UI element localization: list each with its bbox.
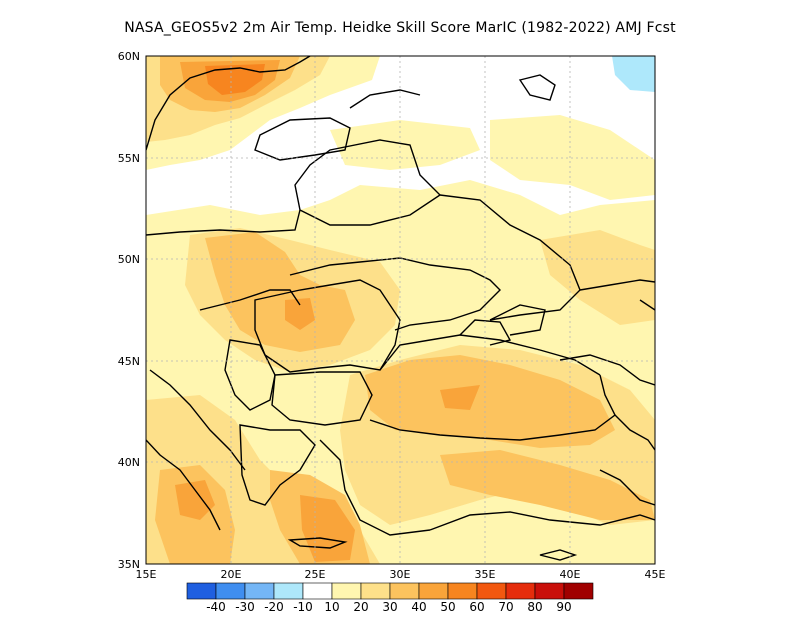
plot-frame	[145, 55, 656, 565]
lat-tick-label: 60N	[118, 50, 140, 63]
shade-40-italy	[175, 480, 215, 520]
border-sea-of-azov	[489, 304, 546, 336]
lat-tick-label: 45N	[118, 355, 140, 368]
shade-40-aegean	[300, 495, 355, 562]
shade-neg10-northeast	[612, 56, 655, 92]
map-title: NASA_GEOS5v2 2m Air Temp. Heidke Skill S…	[124, 20, 676, 36]
colorbar-swatch	[360, 582, 391, 600]
lon-tick-label: 20E	[221, 568, 242, 581]
colorbar-label: 20	[353, 600, 368, 614]
shade-10-north	[330, 120, 480, 170]
border-ukraine-russia	[439, 194, 581, 321]
lon-axis: 15E 20E 25E 30E 35E 40E 45E	[136, 568, 666, 581]
border-lake-onega	[518, 74, 556, 101]
lat-tick-label: 35N	[118, 558, 140, 571]
colorbar-swatch	[418, 582, 449, 600]
border-gulf-finland	[349, 89, 421, 109]
lon-tick-label: 15E	[136, 568, 157, 581]
colorbar-label: 40	[411, 600, 426, 614]
colorbar-label: -10	[293, 600, 313, 614]
lon-tick-label: 40E	[560, 568, 581, 581]
border-adriatic-coast	[149, 369, 246, 471]
colorbar-label: 10	[324, 600, 339, 614]
lat-tick-label: 40N	[118, 456, 140, 469]
lon-tick-label: 35E	[475, 568, 496, 581]
border-belarus	[294, 139, 442, 226]
colorbar-swatch	[476, 582, 507, 600]
border-blacksea-south	[369, 374, 616, 441]
shade-50-baltic	[205, 64, 265, 95]
lon-tick-label: 45E	[645, 568, 666, 581]
border-scandinavia	[146, 56, 311, 151]
lat-tick-label: 55N	[118, 152, 140, 165]
border-greece	[239, 424, 316, 506]
lat-tick-label: 50N	[118, 253, 140, 266]
border-caspian	[639, 299, 655, 311]
border-cyprus	[539, 549, 578, 561]
border-turkey-aegean	[319, 439, 431, 536]
border-turkey-south	[429, 511, 655, 531]
shade-10-northeast	[490, 115, 655, 200]
shade-40-carpathian	[285, 298, 315, 330]
skill-shading	[146, 56, 655, 564]
colorbar-swatch	[302, 582, 333, 600]
border-baltic-states	[254, 117, 351, 161]
lat-axis: 60N 55N 50N 45N 40N 35N	[118, 50, 140, 571]
border-serbia	[224, 339, 276, 411]
shade-30-blacksea	[365, 355, 615, 448]
colorbar-label: 50	[440, 600, 455, 614]
shade-30-hungary	[205, 232, 355, 352]
border-slovakia-hungary	[199, 289, 301, 311]
colorbar-swatch	[273, 582, 304, 600]
colorbar-label: -40	[206, 600, 226, 614]
colorbar: -40 -30 -20 -10 10 20 30 40 50 60 70 80 90	[186, 582, 594, 614]
colorbar-label: 90	[556, 600, 571, 614]
colorbar-swatch	[447, 582, 478, 600]
colorbar-swatch	[389, 582, 420, 600]
border-poland	[146, 209, 301, 236]
lon-tick-label: 25E	[305, 568, 326, 581]
border-bulgaria	[271, 371, 373, 426]
colorbar-label: 60	[469, 600, 484, 614]
colorbar-label: -20	[264, 600, 284, 614]
border-anatolia-east	[599, 469, 655, 506]
colorbar-swatch	[534, 582, 565, 600]
border-italy-east	[146, 439, 221, 531]
country-borders	[146, 56, 655, 561]
colorbar-swatch	[186, 582, 217, 600]
border-caucasus-south	[614, 414, 655, 451]
shade-40-blacksea	[440, 385, 480, 410]
border-russia-east	[579, 279, 655, 291]
colorbar-swatch	[244, 582, 275, 600]
colorbar-swatch	[215, 582, 246, 600]
border-romania	[254, 279, 401, 373]
shade-20-east	[540, 230, 655, 325]
colorbar-label: 80	[527, 600, 542, 614]
border-crete	[287, 537, 348, 549]
border-caucasus	[559, 354, 655, 386]
shade-30-anatolia	[440, 450, 655, 520]
lon-tick-label: 30E	[390, 568, 411, 581]
colorbar-swatch	[563, 582, 594, 600]
border-ukraine	[289, 257, 501, 331]
colorbar-label: 30	[382, 600, 397, 614]
border-crimea	[459, 319, 512, 346]
colorbar-swatch	[331, 582, 362, 600]
colorbar-label: -30	[235, 600, 255, 614]
colorbar-swatch	[505, 582, 536, 600]
colorbar-label: 70	[498, 600, 513, 614]
